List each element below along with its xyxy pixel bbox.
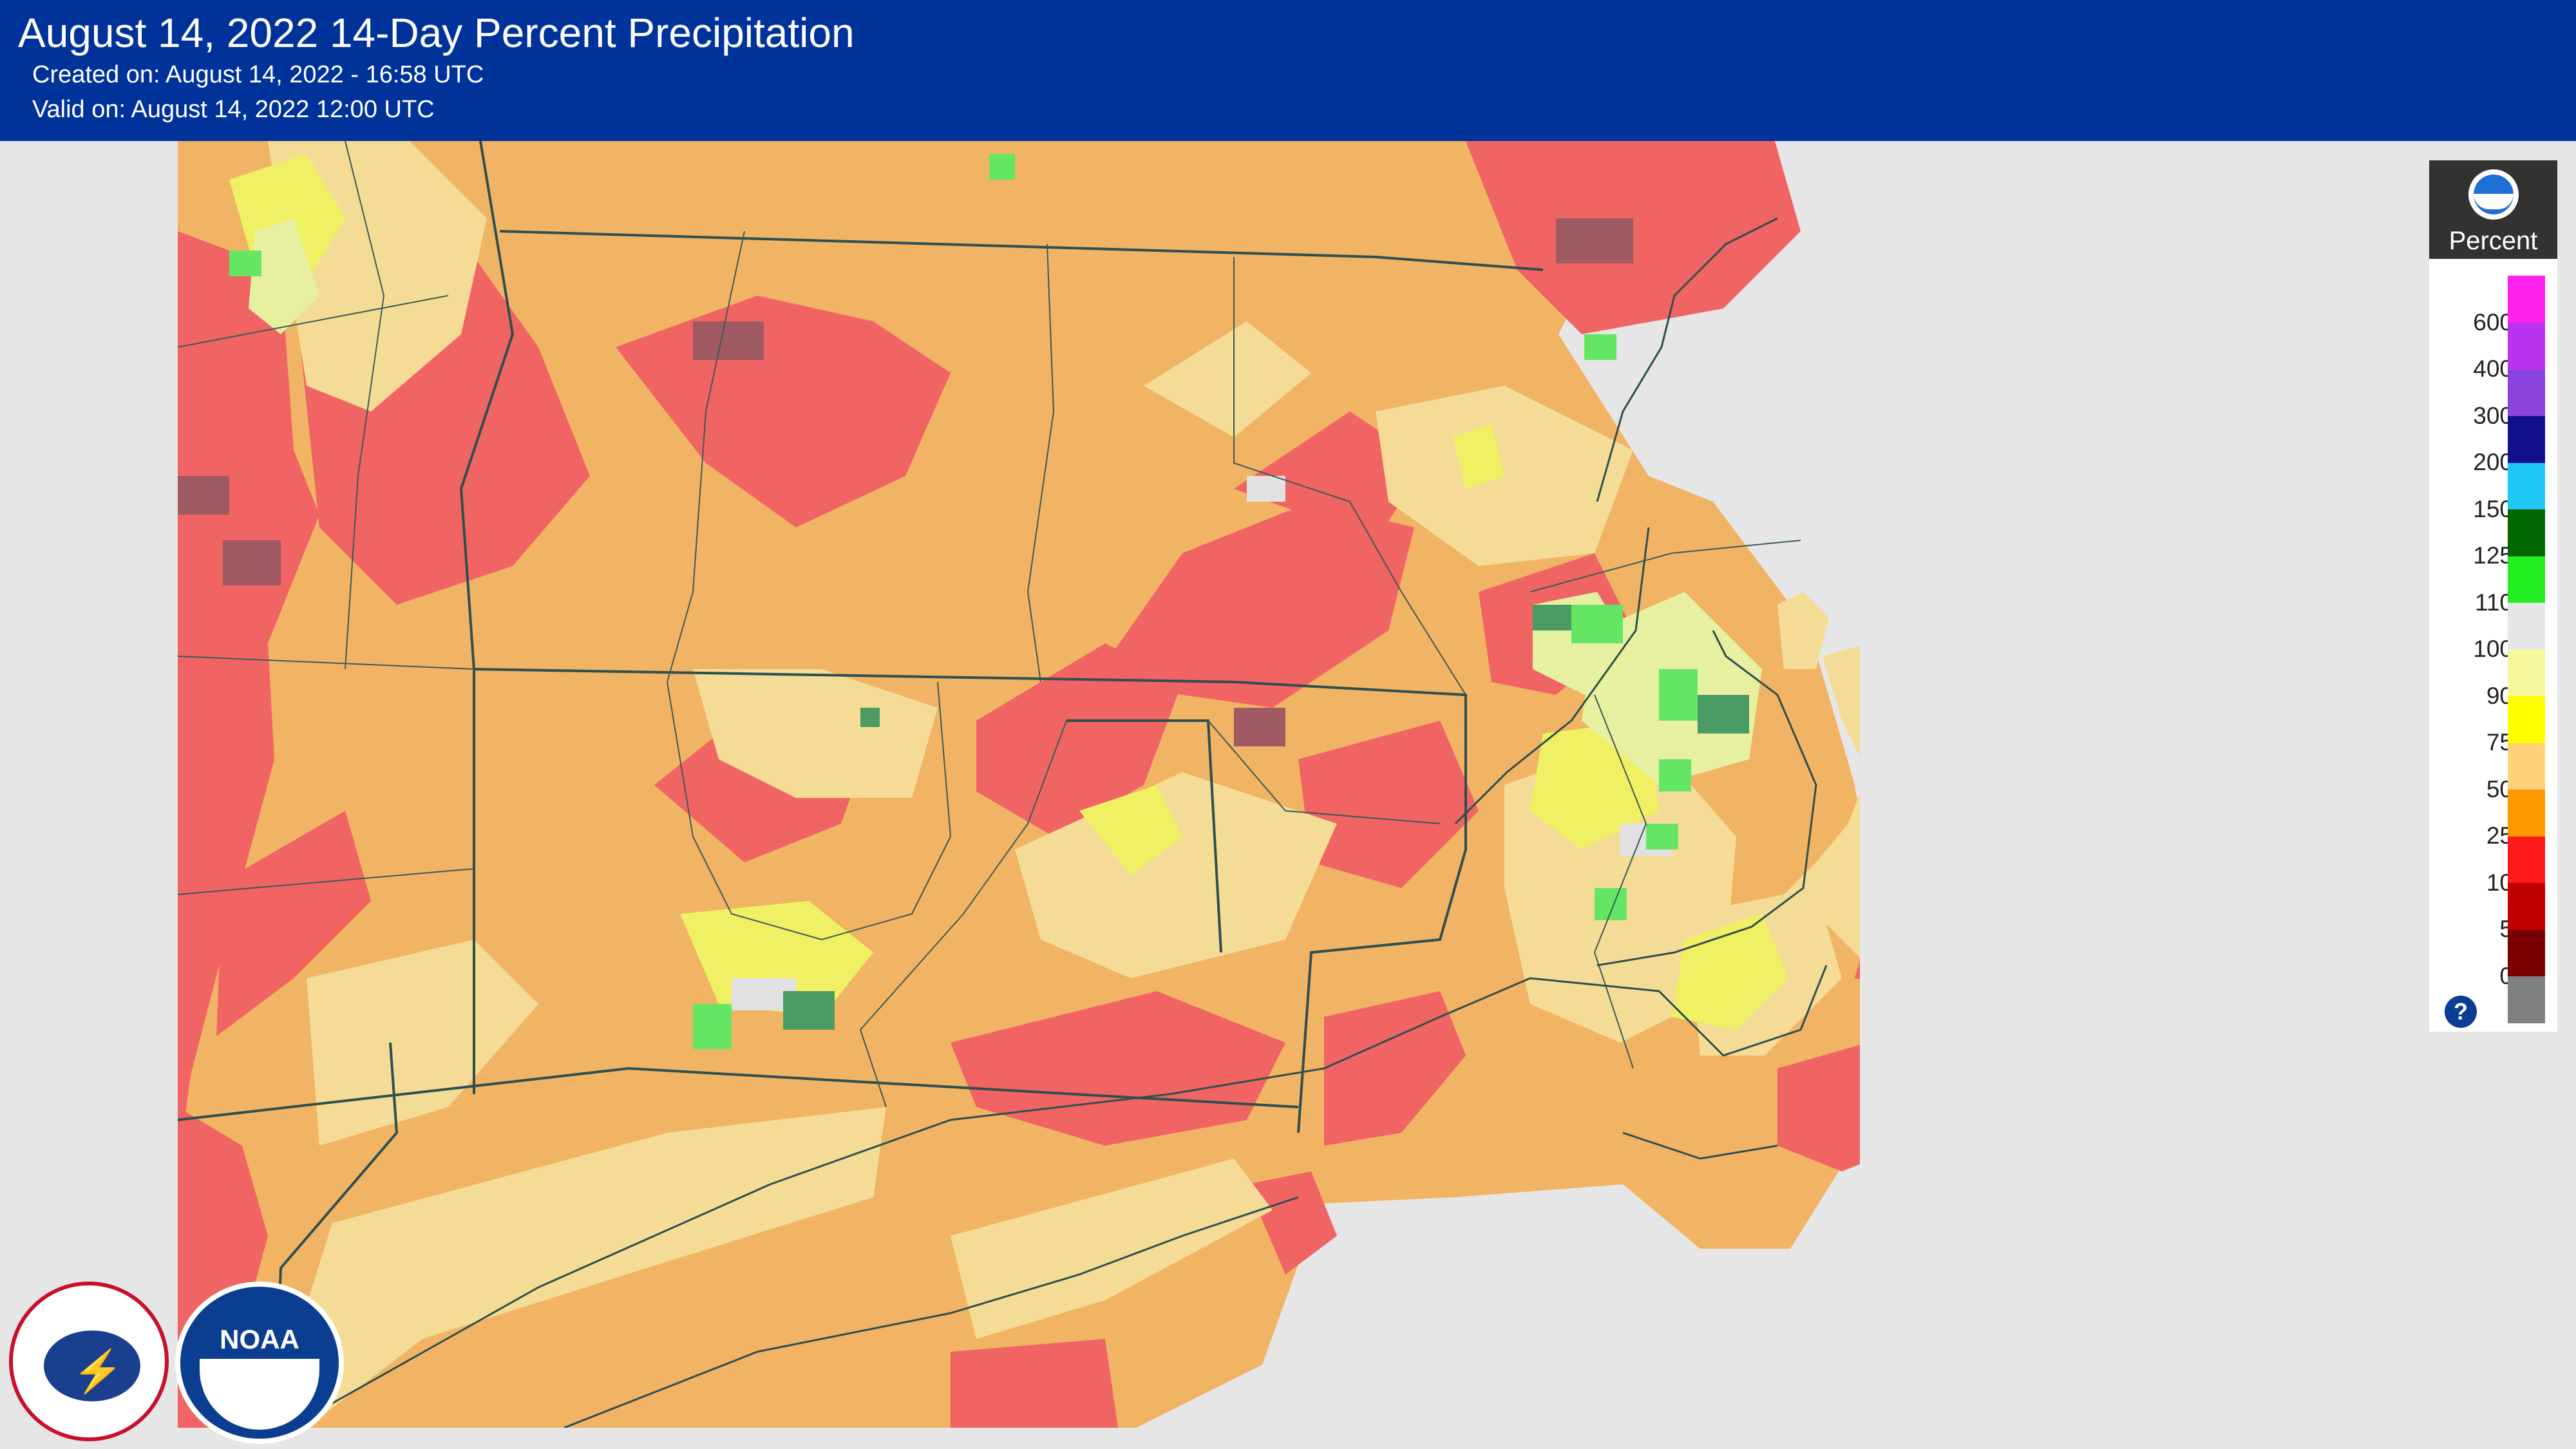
- county-boundaries: [178, 141, 1801, 1108]
- noaa-logo-icon: [2468, 169, 2519, 220]
- legend-swatch: [2508, 649, 2545, 696]
- legend-tick-labels: 0 5 10 25 50 75 90 100 110 125 150 200 300 400 600: [2429, 259, 2524, 1032]
- island-east: [1777, 1045, 1860, 1171]
- legend-color-ramp: [2508, 276, 2545, 1023]
- legend-tick-label: 110: [2475, 589, 2513, 616]
- nws-logo-icon: ⚡: [9, 1282, 169, 1441]
- map-title: August 14, 2022 14-Day Percent Precipita…: [18, 10, 855, 56]
- legend-swatch: [2508, 369, 2545, 416]
- legend-swatch: [2508, 836, 2545, 883]
- noaa-emblem-icon: NOAA: [175, 1282, 344, 1444]
- header-bar: August 14, 2022 14-Day Percent Precipita…: [0, 0, 2576, 141]
- valid-timestamp: Valid on: August 14, 2022 12:00 UTC: [32, 96, 435, 123]
- legend-title: Percent: [2448, 227, 2538, 255]
- created-timestamp: Created on: August 14, 2022 - 16:58 UTC: [32, 61, 484, 88]
- help-icon[interactable]: ?: [2445, 996, 2477, 1028]
- legend-swatch: [2508, 509, 2545, 556]
- legend-swatch: [2508, 415, 2545, 463]
- wet-cells: [229, 154, 1698, 1049]
- legend-swatch: [2508, 789, 2545, 837]
- legend-swatch: [2508, 976, 2545, 1023]
- legend-tick-label: 400: [2473, 355, 2513, 382]
- legend-swatch: [2508, 882, 2545, 930]
- precipitation-map[interactable]: [178, 141, 1860, 1428]
- legend-swatch: [2508, 276, 2545, 323]
- legend-swatch: [2508, 929, 2545, 976]
- legend-swatch: [2508, 322, 2545, 370]
- island-west: [1623, 1068, 1739, 1146]
- very-low-precip-cells: [178, 218, 1633, 746]
- legend-swatch: [2508, 743, 2545, 790]
- legend-tick-label: 200: [2473, 449, 2513, 475]
- legend-swatch: [2508, 602, 2545, 650]
- legend: 0 5 10 25 50 75 90 100 110 125 150 200 300 400 600: [2429, 259, 2557, 1032]
- legend-swatch: [2508, 462, 2545, 509]
- map-canvas: [178, 141, 1860, 1428]
- legend-swatch: [2508, 696, 2545, 743]
- legend-header: Percent: [2429, 160, 2557, 259]
- legend-tick-label: 100: [2473, 636, 2513, 662]
- legend-tick-label: 125: [2473, 542, 2513, 569]
- noaa-wordmark: NOAA: [220, 1324, 299, 1354]
- legend-tick-label: 600: [2473, 308, 2513, 336]
- very-wet-cells: [783, 605, 1749, 1030]
- legend-tick-label: 300: [2473, 402, 2513, 429]
- legend-tick-label: 150: [2473, 495, 2513, 522]
- coastline: [332, 217, 1828, 1428]
- cape-cod: [1777, 645, 1860, 958]
- legend-swatch: [2508, 556, 2545, 603]
